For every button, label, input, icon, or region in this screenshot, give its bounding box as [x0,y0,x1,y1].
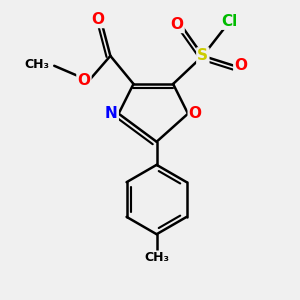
Text: O: O [92,12,105,27]
Text: Cl: Cl [221,14,237,29]
Text: O: O [189,106,202,121]
Text: CH₃: CH₃ [24,58,49,70]
Text: O: O [77,73,91,88]
Text: CH₃: CH₃ [144,251,169,265]
Text: O: O [234,58,247,73]
Text: N: N [105,106,118,121]
Text: O: O [171,17,184,32]
Text: S: S [197,48,208,63]
